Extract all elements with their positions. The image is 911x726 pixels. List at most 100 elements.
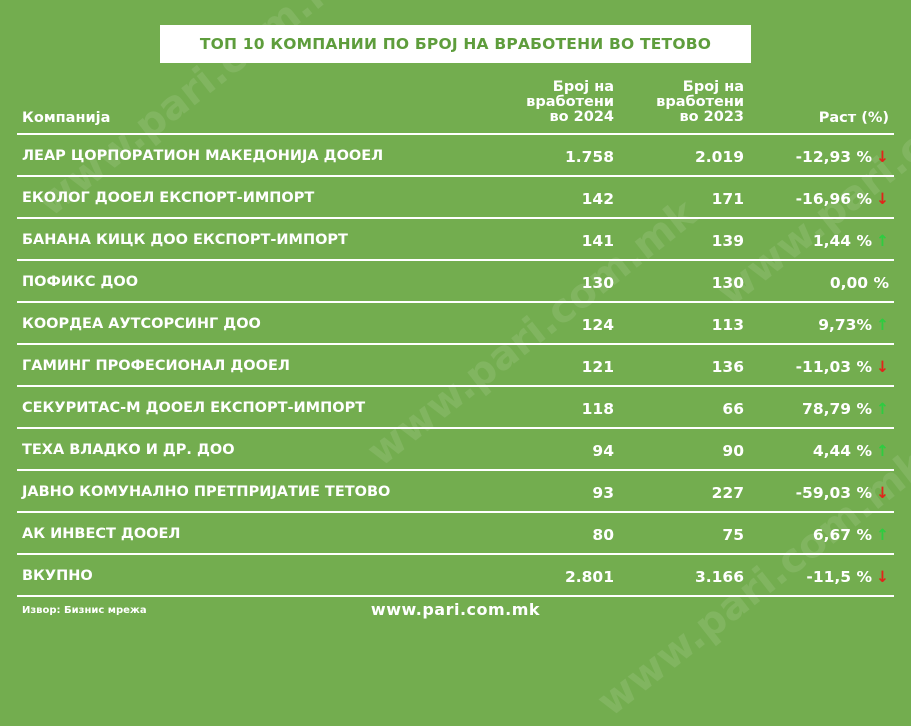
growth-value: 9,73% ↑ [818, 316, 889, 334]
employees-2024: 93 [592, 484, 614, 502]
employees-2023: 227 [711, 484, 744, 502]
employees-2023: 139 [711, 232, 744, 250]
table-row: АК ИНВЕСТ ДООЕЛ 80 75 6,67 % ↑ [0, 520, 911, 550]
growth-value: -59,03 % ↓ [796, 484, 889, 502]
growth-text: -12,93 % [795, 148, 872, 166]
growth-value: -12,93 % ↓ [796, 148, 889, 166]
growth-value: 0,00 % [830, 274, 889, 292]
company-name: ГАМИНГ ПРОФЕСИОНАЛ ДООЕЛ [22, 358, 290, 374]
header-company: Компанија [22, 110, 111, 126]
growth-value: 78,79 % ↑ [802, 400, 889, 418]
growth-value: 1,44 % ↑ [813, 232, 889, 250]
company-name: КООРДЕА АУТСОРСИНГ ДОО [22, 316, 261, 332]
growth-text: -11,03 % [795, 358, 872, 376]
divider [17, 511, 894, 513]
company-name: БАНАНА КИЦК ДОО ЕКСПОРТ-ИМПОРТ [22, 232, 348, 248]
growth-text: -16,96 % [795, 190, 872, 208]
company-name: АК ИНВЕСТ ДООЕЛ [22, 526, 181, 542]
growth-value: -11,03 % ↓ [796, 358, 889, 376]
arrow-up-icon: ↑ [876, 232, 889, 250]
divider [17, 427, 894, 429]
employees-2024: 118 [581, 400, 614, 418]
employees-2023: 113 [711, 316, 744, 334]
source-note: Извор: Бизнис мрежа [22, 605, 147, 616]
company-name: ТЕХА ВЛАДКО И ДР. ДОО [22, 442, 235, 458]
table-header: Компанија Број на вработени во 2024 Број… [0, 78, 911, 130]
employees-2023: 66 [722, 400, 744, 418]
employees-2023: 136 [711, 358, 744, 376]
arrow-down-icon: ↓ [876, 148, 889, 166]
table-row: СЕКУРИТАС-М ДООЕЛ ЕКСПОРТ-ИМПОРТ 118 66 78,… [0, 394, 911, 424]
table-row: БАНАНА КИЦК ДОО ЕКСПОРТ-ИМПОРТ 141 139 1,44… [0, 226, 911, 256]
company-name: ЛЕАР ЦОРПОРАТИОН МАКЕДОНИЈА ДООЕЛ [22, 148, 384, 164]
table-row: ГАМИНГ ПРОФЕСИОНАЛ ДООЕЛ 121 136 -11,03 % ↓ [0, 352, 911, 382]
arrow-up-icon: ↑ [876, 316, 889, 334]
table-row: ЛЕАР ЦОРПОРАТИОН МАКЕДОНИЈА ДООЕЛ 1.758 2.… [0, 142, 911, 172]
divider [17, 469, 894, 471]
table-row: ЈАВНО КОМУНАЛНО ПРЕТПРИЈАТИЕ ТЕТОВО 93 227… [0, 478, 911, 508]
header-2024: Број на вработени во 2024 [514, 80, 614, 125]
header-2023-line2: вработени [656, 94, 744, 110]
header-growth: Раст (%) [818, 110, 889, 126]
header-2023: Број на вработени во 2023 [644, 80, 744, 125]
table-row: ПОФИКС ДОО 130 130 0,00 % [0, 268, 911, 298]
growth-text: 6,67 % [812, 526, 872, 544]
company-name: ПОФИКС ДОО [22, 274, 139, 290]
employees-2023: 3.166 [694, 568, 744, 586]
employees-2024: 80 [592, 526, 614, 544]
divider [17, 133, 894, 135]
company-name: СЕКУРИТАС-М ДООЕЛ ЕКСПОРТ-ИМПОРТ [22, 400, 366, 416]
header-2024-line3: во 2024 [549, 109, 614, 125]
growth-value: 6,67 % ↑ [813, 526, 889, 544]
arrow-down-icon: ↓ [876, 358, 889, 376]
header-2024-line1: Број на [552, 79, 614, 95]
site-url: www.pari.com.mk [370, 600, 541, 619]
arrow-down-icon: ↓ [876, 484, 889, 502]
divider [17, 175, 894, 177]
header-2023-line3: во 2023 [679, 109, 744, 125]
table-row: КООРДЕА АУТСОРСИНГ ДОО 124 113 9,73% ↑ [0, 310, 911, 340]
employees-2024: 124 [581, 316, 614, 334]
divider [17, 217, 894, 219]
employees-2023: 75 [722, 526, 744, 544]
growth-text: -59,03 % [795, 484, 872, 502]
divider [17, 595, 894, 597]
table-row: ЕКОЛОГ ДООЕЛ ЕКСПОРТ-ИМПОРТ 142 171 -16,96 … [0, 184, 911, 214]
employees-2024: 142 [581, 190, 614, 208]
employees-2023: 171 [711, 190, 744, 208]
chart-title: ТОП 10 КОМПАНИИ ПО БРОЈ НА ВРАБОТЕНИ ВО … [160, 25, 751, 63]
growth-value: -11,5 % ↓ [806, 568, 889, 586]
growth-text: 9,73% [818, 316, 872, 334]
header-2023-line1: Број на [682, 79, 744, 95]
divider [17, 259, 894, 261]
total-row: ВКУПНО 2.801 3.166 -11,5 % ↓ [0, 562, 911, 592]
employees-2023: 2.019 [694, 148, 744, 166]
employees-2023: 90 [722, 442, 744, 460]
divider [17, 553, 894, 555]
growth-value: -16,96 % ↓ [796, 190, 889, 208]
company-name: ЕКОЛОГ ДООЕЛ ЕКСПОРТ-ИМПОРТ [22, 190, 315, 206]
arrow-up-icon: ↑ [876, 526, 889, 544]
growth-value: 4,44 % ↑ [813, 442, 889, 460]
employees-2024: 94 [592, 442, 614, 460]
company-name: ВКУПНО [22, 568, 93, 584]
employees-2024: 130 [581, 274, 614, 292]
arrow-up-icon: ↑ [876, 442, 889, 460]
header-2024-line2: вработени [526, 94, 614, 110]
growth-text: 1,44 % [812, 232, 872, 250]
employees-2024: 121 [581, 358, 614, 376]
employees-2023: 130 [711, 274, 744, 292]
growth-text: 4,44 % [812, 442, 872, 460]
company-name: ЈАВНО КОМУНАЛНО ПРЕТПРИЈАТИЕ ТЕТОВО [22, 484, 391, 500]
growth-text: 78,79 % [802, 400, 872, 418]
growth-text: 0,00 % [829, 274, 889, 292]
arrow-down-icon: ↓ [876, 190, 889, 208]
divider [17, 385, 894, 387]
growth-text: -11,5 % [806, 568, 872, 586]
table-row: ТЕХА ВЛАДКО И ДР. ДОО 94 90 4,44 % ↑ [0, 436, 911, 466]
divider [17, 301, 894, 303]
employees-2024: 2.801 [564, 568, 614, 586]
divider [17, 343, 894, 345]
arrow-up-icon: ↑ [876, 400, 889, 418]
employees-2024: 1.758 [564, 148, 614, 166]
